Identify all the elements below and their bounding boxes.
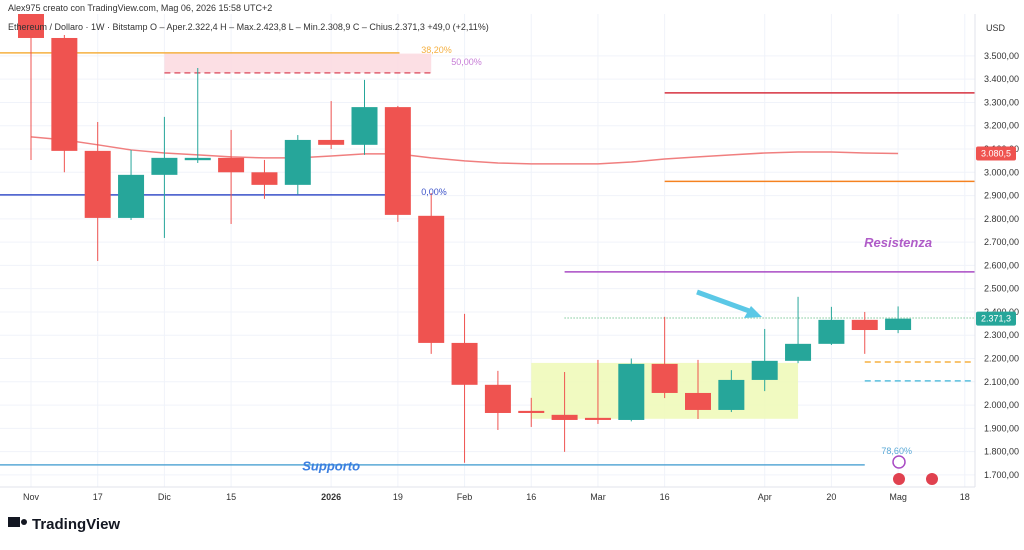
y-tick-label: 2.300,00 <box>984 330 1019 340</box>
brand: TradingView <box>32 516 120 533</box>
y-tick-label: 2.500,00 <box>984 284 1019 294</box>
candle-body <box>51 37 78 151</box>
x-tick-label: 19 <box>393 492 403 502</box>
y-tick-label: 2.900,00 <box>984 191 1019 201</box>
candle-body <box>184 157 211 161</box>
moving-average <box>30 136 899 165</box>
x-tick-label: Mar <box>590 492 606 502</box>
arrow <box>696 289 753 315</box>
event-icons <box>892 455 938 485</box>
x-tick-label: 20 <box>826 492 836 502</box>
logo: TradingView <box>8 516 120 533</box>
x-tick-label: 16 <box>526 492 536 502</box>
annotation: 78,60% <box>881 446 912 456</box>
x-tick-label: Nov <box>23 492 40 502</box>
candle-body <box>484 384 511 413</box>
y-tick-label: 3.000,00 <box>984 167 1019 177</box>
candle-body <box>218 157 245 173</box>
price-label-box <box>976 146 1016 161</box>
y-tick-label: 3.500,00 <box>984 51 1019 61</box>
candle-body <box>151 157 178 175</box>
plot-area <box>0 14 975 487</box>
y-tick-label: 1.800,00 <box>984 447 1019 457</box>
x-tick-label: 18 <box>960 492 970 502</box>
y-tick-label: 2.600,00 <box>984 260 1019 270</box>
x-tick-label: 16 <box>660 492 670 502</box>
x-tick-label: 2026 <box>321 492 341 502</box>
x-tick-label: Dic <box>158 492 171 502</box>
y-tick-label: 3.300,00 <box>984 97 1019 107</box>
candle-body <box>318 139 345 145</box>
candle-body <box>584 417 611 420</box>
y-tick-label: 3.400,00 <box>984 74 1019 84</box>
candle-body <box>751 360 778 380</box>
annotation: Resistenza <box>864 235 932 250</box>
arrow-head <box>744 306 762 318</box>
candle-body <box>618 363 645 420</box>
candle-body <box>685 392 711 410</box>
y-tick-label: 1.700,00 <box>984 470 1019 480</box>
zone <box>164 53 432 73</box>
x-tick-label: Apr <box>758 492 772 502</box>
x-tick-label: Mag <box>889 492 907 502</box>
candle-body <box>885 318 912 331</box>
candle-body <box>451 342 478 385</box>
candle-body <box>418 215 445 343</box>
price-label: 3.080,5 <box>981 149 1011 159</box>
candle-body <box>18 14 44 38</box>
candle-body <box>551 414 578 420</box>
annotation: Supporto <box>302 459 360 474</box>
candle-body <box>651 363 678 393</box>
y-tick-label: 3.200,00 <box>984 121 1019 131</box>
y-tick-label: 2.200,00 <box>984 354 1019 364</box>
price-label: 2.371,3 <box>981 314 1011 324</box>
x-tick-label: Feb <box>457 492 473 502</box>
candle-body <box>785 343 812 361</box>
x-tick-label: 17 <box>93 492 103 502</box>
y-tick-label: 1.900,00 <box>984 423 1019 433</box>
y-tick-label: 2.700,00 <box>984 237 1019 247</box>
annotation: 0,00% <box>421 187 447 197</box>
candle-body <box>251 172 278 185</box>
candle-body <box>118 174 145 218</box>
candle-body <box>851 319 878 331</box>
annotation: 50,00% <box>451 57 482 67</box>
symbol-legend: Ethereum / Dollaro · 1W · Bitstamp O – A… <box>8 22 489 32</box>
candle-body <box>284 139 311 185</box>
author: Alex975 creato con TradingView.com, Mag … <box>8 3 272 13</box>
y-tick-label: 2.100,00 <box>984 377 1019 387</box>
candle-body <box>351 107 378 145</box>
candle-body <box>384 107 411 215</box>
y-unit: USD <box>986 23 1006 33</box>
candle-body <box>718 379 745 410</box>
candle-body <box>84 150 111 218</box>
candle-body <box>518 410 545 413</box>
candle-body <box>818 319 845 344</box>
y-tick-label: 2.800,00 <box>984 214 1019 224</box>
annotation: 38,20% <box>421 45 452 55</box>
x-tick-label: 15 <box>226 492 236 502</box>
price-label-box <box>976 311 1016 326</box>
y-tick-label: 2.000,00 <box>984 400 1019 410</box>
